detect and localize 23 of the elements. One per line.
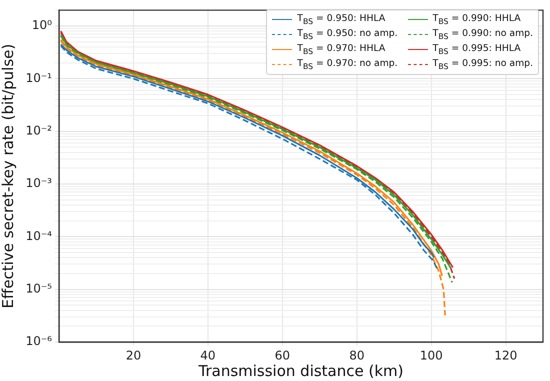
x-tick-label: 80 xyxy=(349,348,364,362)
y-tick-label: 10⁻³ xyxy=(26,176,52,190)
x-tick-label: 100 xyxy=(420,348,443,362)
x-tick-label: 60 xyxy=(274,348,290,362)
x-axis-title: Transmission distance (km) xyxy=(198,362,404,380)
y-tick-label: 10⁻⁶ xyxy=(26,334,52,348)
y-tick-label: 10⁻² xyxy=(26,123,52,138)
x-tick-label: 20 xyxy=(126,348,142,362)
legend-label: T$_{BS}$ = 0.970: HHLA xyxy=(297,43,386,56)
legend-label: T$_{BS}$ = 0.990: no amp. xyxy=(432,28,533,41)
y-tick-label: 10⁰ xyxy=(32,18,52,32)
legend-label: T$_{BS}$ = 0.950: HHLA xyxy=(297,13,386,26)
y-tick-label: 10⁻⁴ xyxy=(26,228,52,243)
y-axis-title: Effective secret-key rate (bit/pulse) xyxy=(0,44,17,308)
x-tick-label: 40 xyxy=(200,348,216,362)
y-tick-label: 10⁻⁵ xyxy=(26,281,52,296)
legend-label: T$_{BS}$ = 0.995: no amp. xyxy=(432,58,533,71)
x-tick-label: 120 xyxy=(494,348,518,362)
legend-label: T$_{BS}$ = 0.995: HHLA xyxy=(432,43,521,56)
legend-label: T$_{BS}$ = 0.970: no amp. xyxy=(297,58,398,71)
legend-label: T$_{BS}$ = 0.950: no amp. xyxy=(297,28,398,41)
y-tick-label: 10⁻¹ xyxy=(26,70,52,85)
legend-label: T$_{BS}$ = 0.990: HHLA xyxy=(432,13,521,26)
